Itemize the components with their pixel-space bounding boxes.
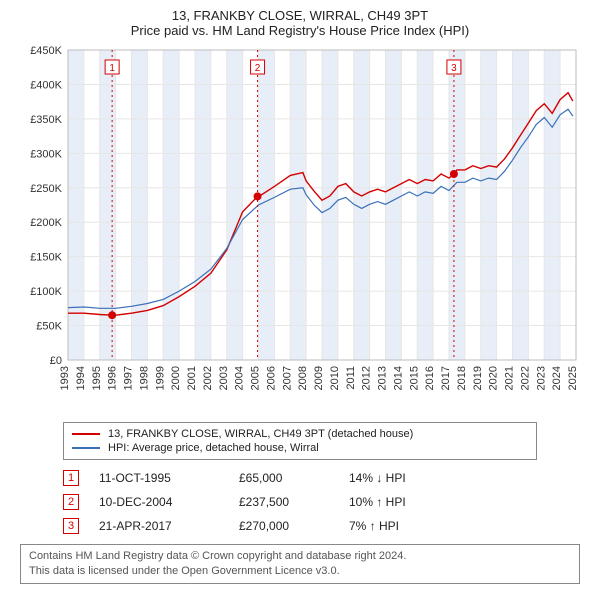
svg-text:2003: 2003 <box>218 366 230 390</box>
chart-title-address: 13, FRANKBY CLOSE, WIRRAL, CH49 3PT <box>10 8 590 23</box>
svg-text:£0: £0 <box>50 355 62 367</box>
svg-text:£300K: £300K <box>30 148 62 160</box>
svg-text:2014: 2014 <box>392 366 404 390</box>
chart-legend: 13, FRANKBY CLOSE, WIRRAL, CH49 3PT (det… <box>63 422 537 460</box>
svg-text:2022: 2022 <box>519 366 531 390</box>
svg-text:2024: 2024 <box>551 366 563 390</box>
svg-text:1996: 1996 <box>107 366 119 390</box>
chart-title-block: 13, FRANKBY CLOSE, WIRRAL, CH49 3PT Pric… <box>10 8 590 38</box>
svg-text:2013: 2013 <box>377 366 389 390</box>
transaction-price: £270,000 <box>239 519 349 533</box>
svg-text:2017: 2017 <box>440 366 452 390</box>
svg-text:£50K: £50K <box>36 321 62 333</box>
svg-text:2: 2 <box>255 63 261 74</box>
price-vs-hpi-chart: £0 £50K £100K £150K £200K £250K £300K £350K £400… <box>20 44 580 414</box>
svg-text:2005: 2005 <box>250 366 262 390</box>
svg-text:2015: 2015 <box>408 366 420 390</box>
transaction-delta: 10% ↑ HPI <box>349 495 469 509</box>
page-root: 13, FRANKBY CLOSE, WIRRAL, CH49 3PT Pric… <box>0 0 600 590</box>
chart-area: £0 £50K £100K £150K £200K £250K £300K £350K £400… <box>20 44 580 414</box>
legend-label: HPI: Average price, detached house, Wirr… <box>108 442 319 454</box>
svg-text:2009: 2009 <box>313 366 325 390</box>
svg-text:1994: 1994 <box>75 366 87 390</box>
transaction-delta: 14% ↓ HPI <box>349 471 469 485</box>
svg-text:2006: 2006 <box>265 366 277 390</box>
chart-title-subtitle: Price paid vs. HM Land Registry's House … <box>10 23 590 38</box>
svg-text:1995: 1995 <box>91 366 103 390</box>
svg-text:1993: 1993 <box>59 366 71 390</box>
transaction-price: £65,000 <box>239 471 349 485</box>
transaction-price: £237,500 <box>239 495 349 509</box>
transaction-delta: 7% ↑ HPI <box>349 519 469 533</box>
transaction-date: 10-DEC-2004 <box>99 495 239 509</box>
svg-text:1997: 1997 <box>123 366 135 390</box>
footer-line: This data is licensed under the Open Gov… <box>29 564 571 579</box>
transaction-marker-box: 1 <box>63 470 79 486</box>
svg-text:£400K: £400K <box>30 79 62 91</box>
svg-text:2023: 2023 <box>535 366 547 390</box>
svg-text:1998: 1998 <box>138 366 150 390</box>
svg-text:2011: 2011 <box>345 366 357 390</box>
transaction-date: 21-APR-2017 <box>99 519 239 533</box>
svg-text:2012: 2012 <box>361 366 373 390</box>
svg-text:£250K: £250K <box>30 183 62 195</box>
svg-text:2020: 2020 <box>488 366 500 390</box>
svg-text:£150K: £150K <box>30 252 62 264</box>
svg-text:2019: 2019 <box>472 366 484 390</box>
svg-text:3: 3 <box>451 63 457 74</box>
transaction-row: 1 11-OCT-1995£65,00014% ↓ HPI <box>63 466 537 490</box>
svg-text:1: 1 <box>109 63 115 74</box>
legend-swatch <box>72 433 100 435</box>
svg-text:£350K: £350K <box>30 114 62 126</box>
legend-item: HPI: Average price, detached house, Wirr… <box>72 441 528 455</box>
legend-label: 13, FRANKBY CLOSE, WIRRAL, CH49 3PT (det… <box>108 428 413 440</box>
transaction-date: 11-OCT-1995 <box>99 471 239 485</box>
footer-line: Contains HM Land Registry data © Crown c… <box>29 549 571 564</box>
svg-text:1999: 1999 <box>154 366 166 390</box>
attribution-footer: Contains HM Land Registry data © Crown c… <box>20 544 580 584</box>
svg-text:£450K: £450K <box>30 45 62 57</box>
svg-text:2002: 2002 <box>202 366 214 390</box>
legend-swatch <box>72 447 100 449</box>
svg-text:2016: 2016 <box>424 366 436 390</box>
svg-text:2018: 2018 <box>456 366 468 390</box>
svg-text:2010: 2010 <box>329 366 341 390</box>
svg-text:2021: 2021 <box>504 366 516 390</box>
transaction-marker-box: 3 <box>63 518 79 534</box>
svg-text:£100K: £100K <box>30 286 62 298</box>
transaction-marker-box: 2 <box>63 494 79 510</box>
svg-text:2001: 2001 <box>186 366 198 390</box>
svg-text:2008: 2008 <box>297 366 309 390</box>
svg-text:£200K: £200K <box>30 217 62 229</box>
svg-text:2000: 2000 <box>170 366 182 390</box>
legend-item: 13, FRANKBY CLOSE, WIRRAL, CH49 3PT (det… <box>72 427 528 441</box>
transaction-row: 2 10-DEC-2004£237,50010% ↑ HPI <box>63 490 537 514</box>
svg-text:2007: 2007 <box>281 366 293 390</box>
svg-text:2025: 2025 <box>567 366 579 390</box>
svg-text:2004: 2004 <box>234 366 246 390</box>
transaction-row: 3 21-APR-2017£270,0007% ↑ HPI <box>63 514 537 538</box>
transactions-table: 1 11-OCT-1995£65,00014% ↓ HPI 2 10-DEC-2004… <box>63 466 537 538</box>
